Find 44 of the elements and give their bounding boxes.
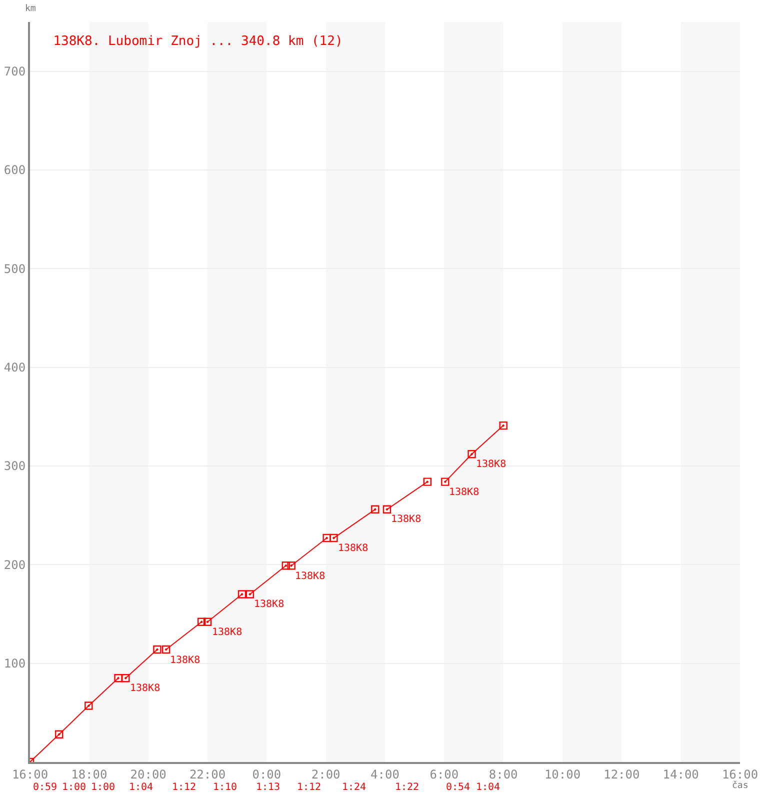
text: 0:54 xyxy=(446,782,470,793)
x-tick-label: 6:00 xyxy=(430,767,459,782)
y-tick-label: 500 xyxy=(4,262,26,276)
x-tick-label: 18:00 xyxy=(71,767,108,782)
x-tick-label: 4:00 xyxy=(370,767,400,782)
annotation: 138K8 xyxy=(476,459,506,470)
annotation: 138K8 xyxy=(295,571,326,582)
x-tick-label: 16:00 xyxy=(722,767,758,782)
text: 1:00 xyxy=(62,782,86,793)
text: 1:04 xyxy=(129,782,154,793)
text: 1:13 xyxy=(256,782,280,793)
text: 1:04 xyxy=(476,782,500,793)
y-tick-label: 300 xyxy=(4,459,26,474)
annotation: 138K8 xyxy=(170,655,200,666)
x-tick-label: 10:00 xyxy=(544,767,581,782)
y-tick-label: 600 xyxy=(4,163,26,178)
text: 1:12 xyxy=(297,782,322,793)
y-axis-title: km xyxy=(25,4,36,14)
text: 0:59 xyxy=(33,782,58,793)
text: 1:12 xyxy=(172,782,196,793)
x-tick-label: 0:00 xyxy=(252,767,282,782)
y-tick-label: 700 xyxy=(4,64,26,79)
x-tick-label: 12:00 xyxy=(604,767,640,782)
annotation: 138K8 xyxy=(254,599,284,610)
x-tick-label: 14:00 xyxy=(662,767,699,782)
annotation: 138K8 xyxy=(391,514,422,525)
annotation: 138K8 xyxy=(338,543,368,554)
text: 1:22 xyxy=(395,782,420,793)
y-tick-label: 100 xyxy=(4,656,26,671)
annotation: 138K8 xyxy=(449,487,480,498)
x-tick-label: 22:00 xyxy=(189,767,226,782)
text: 1:10 xyxy=(213,782,238,793)
text: 1:24 xyxy=(342,782,366,793)
annotation: 138K8 xyxy=(130,683,160,694)
text: 1:00 xyxy=(91,782,116,793)
x-tick-label: 8:00 xyxy=(488,767,518,782)
x-tick-label: 2:00 xyxy=(311,767,340,782)
x-tick-label: 16:00 xyxy=(12,767,48,782)
text: 138K8. Lubomir Znoj ... 340.8 km (12) xyxy=(53,34,343,50)
y-tick-label: 200 xyxy=(4,558,26,572)
x-tick-label: 20:00 xyxy=(130,767,166,782)
x-axis-title: čas xyxy=(732,780,748,791)
annotation: 138K8 xyxy=(212,627,242,638)
y-tick-label: 400 xyxy=(4,360,26,375)
